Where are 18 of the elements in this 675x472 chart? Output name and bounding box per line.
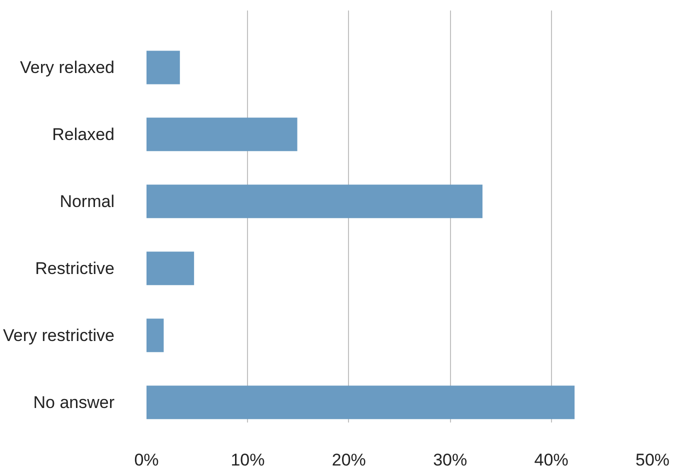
bar bbox=[146, 318, 164, 352]
bar bbox=[146, 118, 298, 152]
x-tick-label: 30% bbox=[433, 450, 468, 470]
bar bbox=[146, 252, 194, 286]
y-tick-label: Normal bbox=[60, 192, 115, 211]
x-tick-label: 0% bbox=[134, 450, 159, 470]
x-tick-label: 40% bbox=[534, 450, 568, 470]
bar bbox=[146, 386, 575, 420]
x-tick-label: 20% bbox=[332, 450, 366, 470]
y-tick-label: Relaxed bbox=[52, 124, 115, 144]
y-tick-label: Very relaxed bbox=[20, 58, 115, 77]
y-tick-label: Very restrictive bbox=[3, 326, 115, 345]
y-tick-label: Restrictive bbox=[35, 258, 115, 278]
x-tick-label: 10% bbox=[230, 450, 265, 470]
x-tick-label: 50% bbox=[635, 450, 670, 470]
bar bbox=[146, 50, 180, 84]
y-tick-label: No answer bbox=[33, 392, 115, 412]
bar bbox=[146, 184, 482, 218]
